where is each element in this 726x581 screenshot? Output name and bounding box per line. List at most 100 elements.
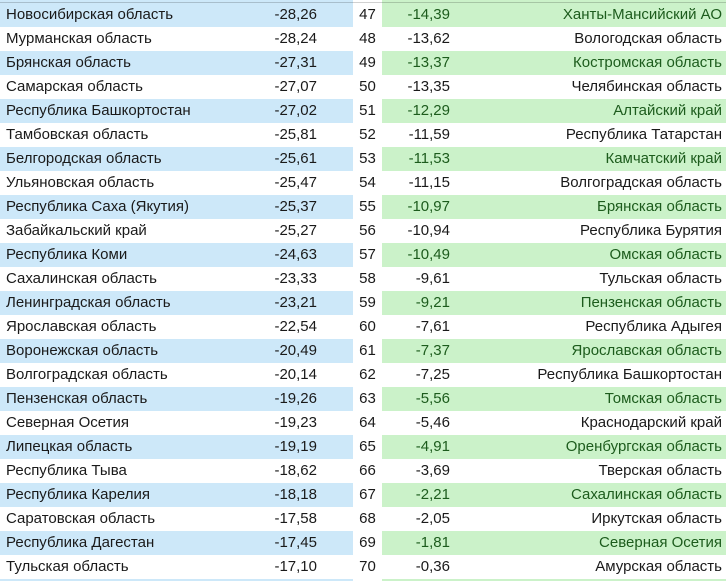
left-region-name[interactable]: Республика Саха (Якутия) [6,198,190,215]
left-region-name[interactable]: Тамбовская область [6,126,149,143]
right-region-name[interactable]: Республика Бурятия [580,222,722,239]
left-region-name[interactable]: Тульская область [6,558,129,575]
left-region-value[interactable]: -28,24 [274,30,317,47]
left-region-name[interactable]: Северная Осетия [6,414,129,431]
left-region-value[interactable]: -17,45 [274,534,317,551]
right-region-name[interactable]: Ханты-Мансийский АО [562,6,722,23]
right-region-name[interactable]: Тверская область [598,462,722,479]
left-region-value[interactable]: -18,18 [274,486,317,503]
rank-cell[interactable]: 69 [353,531,382,555]
right-region-value[interactable]: -14,39 [407,6,450,23]
left-region-name[interactable]: Белгородская область [6,150,162,167]
right-region-name[interactable]: Иркутская область [591,510,722,527]
left-region-value[interactable]: -23,21 [274,294,317,311]
right-region-name[interactable]: Республика Татарстан [565,126,722,143]
left-region-value[interactable]: -19,19 [274,438,317,455]
right-region-value[interactable]: -9,61 [415,270,450,287]
left-region-value[interactable]: -27,02 [274,102,317,119]
rank-cell[interactable]: 57 [353,243,382,267]
right-region-value[interactable]: -2,21 [415,486,450,503]
right-region-value[interactable]: -10,97 [407,198,450,215]
left-region-value[interactable]: -25,37 [274,198,317,215]
right-region-value[interactable]: -7,25 [415,366,450,383]
rank-cell[interactable]: 55 [353,195,382,219]
right-region-name[interactable]: Северная Осетия [599,534,722,551]
rank-cell[interactable]: 51 [353,99,382,123]
right-region-name[interactable]: Оренбургская область [565,438,722,455]
right-region-value[interactable]: -13,37 [407,54,450,71]
rank-cell[interactable]: 52 [353,123,382,147]
right-region-value[interactable]: -12,29 [407,102,450,119]
left-region-name[interactable]: Самарская область [6,78,143,95]
right-region-value[interactable]: -7,37 [415,342,450,359]
rank-cell[interactable]: 64 [353,411,382,435]
left-region-value[interactable]: -27,07 [274,78,317,95]
rank-cell[interactable]: 49 [353,51,382,75]
left-region-value[interactable]: -27,31 [274,54,317,71]
left-region-value[interactable]: -20,49 [274,342,317,359]
left-region-value[interactable]: -25,61 [274,150,317,167]
left-region-value[interactable]: -17,10 [274,558,317,575]
right-region-name[interactable]: Челябинская область [571,78,722,95]
left-region-value[interactable]: -18,62 [274,462,317,479]
rank-cell[interactable]: 66 [353,459,382,483]
right-region-name[interactable]: Костромская область [572,54,722,71]
rank-cell[interactable]: 70 [353,555,382,579]
rank-cell[interactable]: 61 [353,339,382,363]
right-region-name[interactable]: Тульская область [599,270,722,287]
left-region-value[interactable]: -19,26 [274,390,317,407]
right-region-name[interactable]: Камчатский край [605,150,722,167]
left-region-name[interactable]: Сахалинская область [6,270,157,287]
left-region-value[interactable]: -22,54 [274,318,317,335]
left-region-value[interactable]: -19,23 [274,414,317,431]
rank-cell[interactable]: 50 [353,75,382,99]
right-region-value[interactable]: -4,91 [415,438,450,455]
right-region-value[interactable]: -10,49 [407,246,450,263]
left-region-name[interactable]: Воронежская область [6,342,159,359]
left-region-value[interactable]: -28,26 [274,6,317,23]
rank-cell[interactable]: 62 [353,363,382,387]
right-region-name[interactable]: Томская область [604,390,722,407]
left-region-value[interactable]: -25,27 [274,222,317,239]
right-region-name[interactable]: Вологодская область [574,30,722,47]
left-region-name[interactable]: Волгоградская область [6,366,168,383]
left-region-name[interactable]: Ульяновская область [6,174,155,191]
right-region-value[interactable]: -13,62 [407,30,450,47]
right-region-name[interactable]: Пензенская область [580,294,722,311]
right-region-name[interactable]: Республика Адыгея [585,318,722,335]
left-region-name[interactable]: Ленинградская область [6,294,171,311]
right-region-value[interactable]: -3,69 [415,462,450,479]
rank-cell[interactable]: 59 [353,291,382,315]
right-region-value[interactable]: -5,56 [415,390,450,407]
left-region-value[interactable]: -25,47 [274,174,317,191]
right-region-name[interactable]: Сахалинская область [571,486,722,503]
rank-cell[interactable]: 48 [353,27,382,51]
left-region-value[interactable]: -20,14 [274,366,317,383]
right-region-name[interactable]: Алтайский край [613,102,722,119]
rank-cell[interactable]: 67 [353,483,382,507]
left-region-name[interactable]: Мурманская область [6,30,152,47]
right-region-name[interactable]: Республика Башкортостан [537,366,722,383]
right-region-name[interactable]: Омская область [609,246,722,263]
left-region-name[interactable]: Республика Карелия [6,486,150,503]
right-region-value[interactable]: -13,35 [407,78,450,95]
rank-cell[interactable]: 53 [353,147,382,171]
right-region-name[interactable]: Волгоградская область [560,174,722,191]
left-region-name[interactable]: Пензенская область [6,390,148,407]
right-region-name[interactable]: Амурская область [595,558,722,575]
left-region-name[interactable]: Брянская область [6,54,131,71]
right-region-value[interactable]: -11,15 [408,174,450,191]
right-region-value[interactable]: -9,21 [415,294,450,311]
rank-cell[interactable]: 60 [353,315,382,339]
rank-cell[interactable]: 65 [353,435,382,459]
right-region-name[interactable]: Краснодарский край [580,414,722,431]
rank-cell[interactable]: 54 [353,171,382,195]
left-region-name[interactable]: Республика Коми [6,246,128,263]
left-region-value[interactable]: -17,58 [274,510,317,527]
right-region-value[interactable]: -1,81 [415,534,450,551]
right-region-name[interactable]: Брянская область [597,198,722,215]
right-region-value[interactable]: -2,05 [415,510,450,527]
right-region-name[interactable]: Ярославская область [571,342,722,359]
right-region-value[interactable]: -0,36 [415,558,450,575]
left-region-name[interactable]: Новосибирская область [6,6,174,23]
